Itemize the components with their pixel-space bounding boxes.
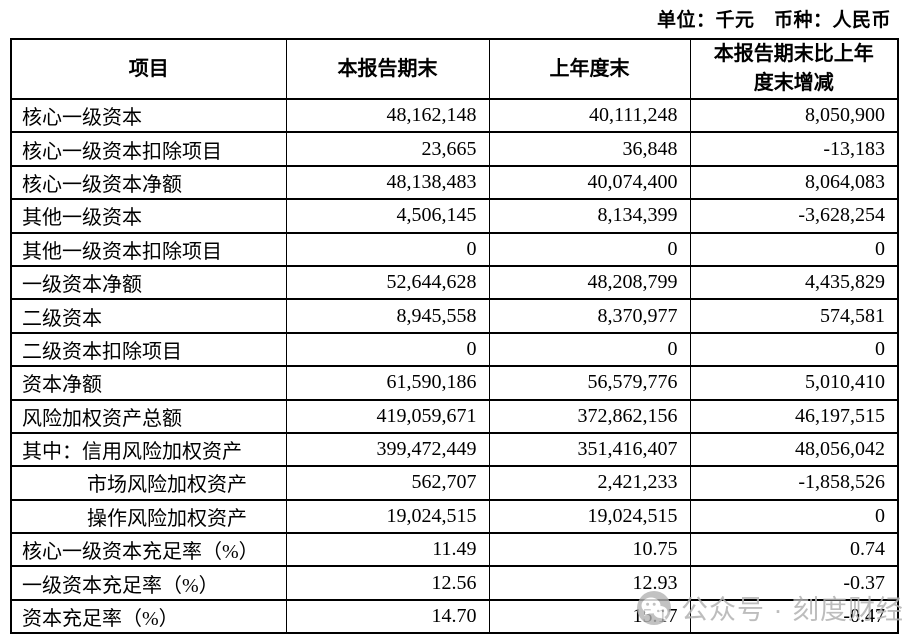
row-current-value: 23,665 xyxy=(285,131,490,167)
table-row: 核心一级资本充足率（%） 11.49 10.75 0.74 xyxy=(10,532,899,568)
row-prior-value: 56,579,776 xyxy=(488,365,691,401)
row-item-label: 核心一级资本净额 xyxy=(10,164,287,201)
row-item-label: 资本充足率（%） xyxy=(10,598,287,635)
table-body: 核心一级资本 48,162,148 40,111,248 8,050,900 核心一级资… xyxy=(10,97,899,635)
row-item-label: 核心一级资本扣除项目 xyxy=(10,131,287,167)
table-row: 核心一级资本 48,162,148 40,111,248 8,050,900 xyxy=(10,97,899,134)
row-change-value: 0.74 xyxy=(689,532,899,568)
row-item-label: 市场风险加权资产 xyxy=(10,465,287,501)
row-change-value: -0.37 xyxy=(689,565,899,601)
col-header-change: 本报告期末比上年度末增减 xyxy=(689,38,899,100)
row-change-value: 0 xyxy=(689,331,899,368)
row-current-value: 14.70 xyxy=(285,598,490,635)
row-item-label: 二级资本扣除项目 xyxy=(10,331,287,368)
row-change-value: 574,581 xyxy=(689,298,899,334)
table-row: 二级资本 8,945,558 8,370,977 574,581 xyxy=(10,298,899,334)
capital-adequacy-table: 项目 本报告期末 上年度末 本报告期末比上年度末增减 核心一级资本 48,162,… xyxy=(10,38,899,635)
row-change-value: 5,010,410 xyxy=(689,365,899,401)
unit-currency-note: 单位：千元 币种：人民币 xyxy=(656,10,891,31)
table-row: 资本充足率（%） 14.70 15.17 -0.47 xyxy=(10,598,899,635)
row-current-value: 61,590,186 xyxy=(285,365,490,401)
row-change-value: -3,628,254 xyxy=(689,198,899,234)
col-header-item: 项目 xyxy=(10,38,287,100)
row-item-label: 核心一级资本 xyxy=(10,97,287,134)
row-current-value: 419,059,671 xyxy=(285,398,490,434)
col-header-current-period: 本报告期末 xyxy=(285,38,490,100)
row-current-value: 19,024,515 xyxy=(285,498,490,535)
row-current-value: 0 xyxy=(285,231,490,267)
row-prior-value: 15.17 xyxy=(488,598,691,635)
row-current-value: 48,138,483 xyxy=(285,164,490,201)
row-change-value: 0 xyxy=(689,231,899,267)
row-prior-value: 36,848 xyxy=(488,131,691,167)
row-prior-value: 8,370,977 xyxy=(488,298,691,334)
table-row: 其他一级资本扣除项目 0 0 0 xyxy=(10,231,899,267)
row-prior-value: 372,862,156 xyxy=(488,398,691,434)
table-row: 市场风险加权资产 562,707 2,421,233 -1,858,526 xyxy=(10,465,899,501)
table-row: 一级资本净额 52,644,628 48,208,799 4,435,829 xyxy=(10,264,899,301)
row-current-value: 48,162,148 xyxy=(285,97,490,134)
row-prior-value: 8,134,399 xyxy=(488,198,691,234)
row-prior-value: 40,074,400 xyxy=(488,164,691,201)
row-current-value: 0 xyxy=(285,331,490,368)
row-change-value: 4,435,829 xyxy=(689,264,899,301)
row-prior-value: 40,111,248 xyxy=(488,97,691,134)
row-prior-value: 351,416,407 xyxy=(488,431,691,468)
table-row: 核心一级资本净额 48,138,483 40,074,400 8,064,083 xyxy=(10,164,899,201)
col-header-prior-year: 上年度末 xyxy=(488,38,691,100)
table-row: 一级资本充足率（%） 12.56 12.93 -0.37 xyxy=(10,565,899,601)
row-prior-value: 48,208,799 xyxy=(488,264,691,301)
row-current-value: 11.49 xyxy=(285,532,490,568)
row-item-label: 一级资本净额 xyxy=(10,264,287,301)
row-prior-value: 19,024,515 xyxy=(488,498,691,535)
row-current-value: 52,644,628 xyxy=(285,264,490,301)
row-item-label: 一级资本充足率（%） xyxy=(10,565,287,601)
row-change-value: -1,858,526 xyxy=(689,465,899,501)
row-current-value: 399,472,449 xyxy=(285,431,490,468)
row-item-label: 其他一级资本 xyxy=(10,198,287,234)
row-item-label: 核心一级资本充足率（%） xyxy=(10,532,287,568)
table-row: 资本净额 61,590,186 56,579,776 5,010,410 xyxy=(10,365,899,401)
header-row: 项目 本报告期末 上年度末 本报告期末比上年度末增减 xyxy=(10,38,899,100)
table-row: 风险加权资产总额 419,059,671 372,862,156 46,197,515 xyxy=(10,398,899,434)
table-row: 二级资本扣除项目 0 0 0 xyxy=(10,331,899,368)
row-current-value: 4,506,145 xyxy=(285,198,490,234)
table-row: 核心一级资本扣除项目 23,665 36,848 -13,183 xyxy=(10,131,899,167)
row-change-value: 8,064,083 xyxy=(689,164,899,201)
row-item-label: 操作风险加权资产 xyxy=(10,498,287,535)
row-change-value: 8,050,900 xyxy=(689,97,899,134)
row-item-label: 二级资本 xyxy=(10,298,287,334)
row-prior-value: 12.93 xyxy=(488,565,691,601)
row-change-value: -13,183 xyxy=(689,131,899,167)
row-current-value: 562,707 xyxy=(285,465,490,501)
row-item-label: 其中：信用风险加权资产 xyxy=(10,431,287,468)
row-item-label: 资本净额 xyxy=(10,365,287,401)
row-change-value: 48,056,042 xyxy=(689,431,899,468)
row-change-value: -0.47 xyxy=(689,598,899,635)
row-prior-value: 0 xyxy=(488,231,691,267)
row-item-label: 风险加权资产总额 xyxy=(10,398,287,434)
table-row: 操作风险加权资产 19,024,515 19,024,515 0 xyxy=(10,498,899,535)
row-change-value: 46,197,515 xyxy=(689,398,899,434)
table-row: 其中：信用风险加权资产 399,472,449 351,416,407 48,056,… xyxy=(10,431,899,468)
row-prior-value: 0 xyxy=(488,331,691,368)
table-row: 其他一级资本 4,506,145 8,134,399 -3,628,254 xyxy=(10,198,899,234)
row-item-label: 其他一级资本扣除项目 xyxy=(10,231,287,267)
row-current-value: 8,945,558 xyxy=(285,298,490,334)
row-change-value: 0 xyxy=(689,498,899,535)
row-prior-value: 2,421,233 xyxy=(488,465,691,501)
row-prior-value: 10.75 xyxy=(488,532,691,568)
row-current-value: 12.56 xyxy=(285,565,490,601)
